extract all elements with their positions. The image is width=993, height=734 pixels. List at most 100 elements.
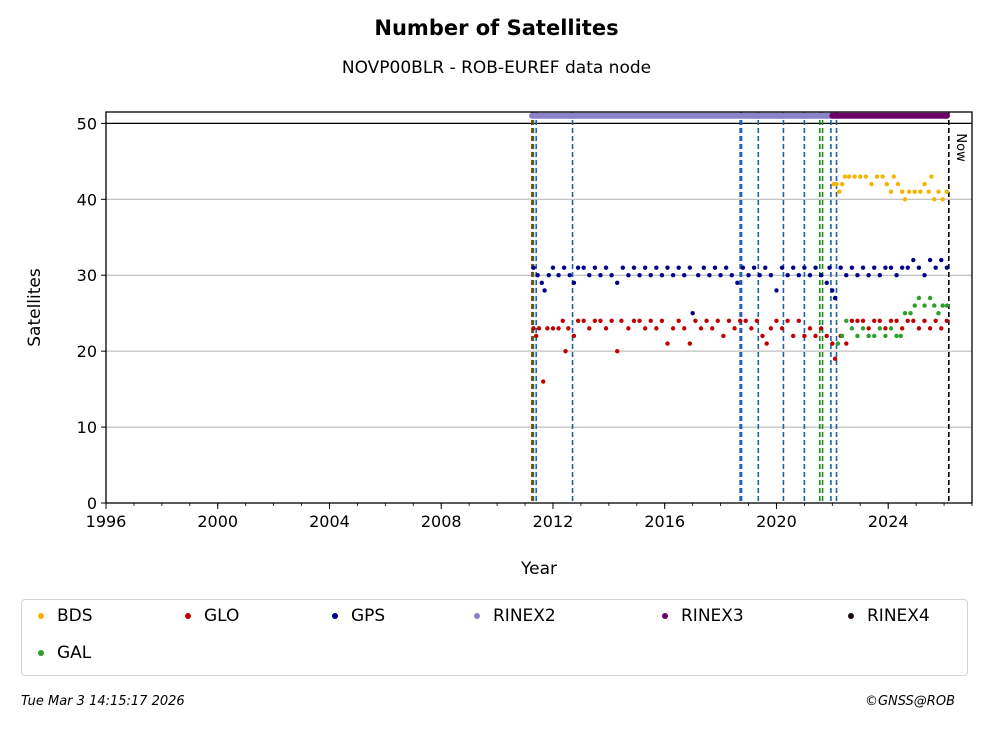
point-gps (676, 265, 681, 270)
legend-label: BDS (57, 606, 93, 626)
point-gps (939, 257, 944, 263)
point-gps (807, 273, 813, 278)
point-gps (866, 273, 871, 278)
point-bds (846, 174, 852, 179)
footer-timestamp: Tue Mar 3 14:15:17 2026 (21, 694, 185, 709)
legend-label: GPS (351, 606, 386, 626)
point-gps (567, 273, 572, 278)
point-gal (866, 333, 871, 339)
chart-title: Number of Satellites (374, 16, 619, 40)
point-glo (575, 318, 581, 323)
point-gps (927, 257, 933, 263)
point-gps (701, 265, 707, 270)
point-glo (659, 318, 665, 323)
y-tick-label: 10 (77, 418, 97, 437)
point-glo (654, 326, 659, 331)
point-glo (615, 348, 620, 354)
point-gps (933, 265, 938, 270)
point-glo (905, 318, 910, 323)
point-glo (832, 356, 838, 361)
point-gal (872, 333, 877, 339)
point-gal (860, 326, 866, 331)
point-gps (774, 288, 779, 293)
legend-item-glo: GLO (185, 606, 239, 626)
point-gps (542, 288, 547, 293)
point-bds (906, 189, 912, 194)
point-gal (849, 326, 855, 331)
point-gps (791, 265, 796, 270)
point-gal (944, 303, 950, 308)
point-glo (916, 326, 922, 331)
point-gps (535, 273, 540, 278)
point-gps (531, 265, 536, 270)
point-glo (676, 318, 681, 323)
legend-marker (848, 613, 854, 619)
point-glo (877, 318, 883, 323)
point-glo (830, 341, 835, 346)
point-glo (704, 318, 709, 323)
point-glo (587, 326, 592, 331)
point-gps (827, 265, 832, 270)
point-gps (888, 265, 894, 270)
point-glo (764, 341, 769, 346)
point-bds (891, 174, 896, 179)
point-glo (899, 326, 905, 331)
point-gps (654, 265, 659, 270)
point-bds (902, 197, 908, 202)
point-glo (894, 318, 899, 323)
point-bds (858, 174, 863, 179)
x-axis-label: Year (520, 559, 557, 579)
y-axis-label: Satellites (25, 268, 45, 347)
point-gps (603, 265, 609, 270)
point-gps (768, 273, 774, 278)
point-glo (550, 326, 556, 331)
point-glo (665, 341, 670, 346)
point-gps (592, 265, 598, 270)
point-glo (571, 333, 577, 339)
point-glo (721, 333, 726, 339)
point-gal (883, 333, 888, 339)
point-glo (807, 326, 813, 331)
point-glo (791, 333, 796, 339)
point-glo (603, 326, 609, 331)
point-bds (888, 189, 894, 194)
x-tick-label: 2008 (421, 512, 462, 531)
point-bds (912, 189, 917, 194)
point-gps (598, 273, 603, 278)
point-gal (839, 333, 845, 339)
point-glo (637, 318, 642, 323)
point-gps (824, 280, 829, 286)
x-tick-label: 2024 (868, 512, 909, 531)
point-glo (631, 318, 637, 323)
point-gps (729, 273, 734, 278)
point-gps (735, 280, 740, 286)
point-gps (830, 288, 835, 293)
point-gps (894, 273, 899, 278)
point-gal (902, 310, 908, 316)
point-bds (926, 189, 931, 194)
point-gal (898, 333, 903, 339)
point-gps (877, 273, 883, 278)
point-gps (818, 273, 824, 278)
point-glo (802, 333, 807, 339)
point-gps (587, 273, 592, 278)
point-gal (844, 318, 849, 323)
point-gps (581, 265, 586, 270)
x-tick-label: 2020 (756, 512, 797, 531)
y-tick-label: 0 (87, 494, 97, 513)
point-gps (718, 273, 723, 278)
point-gps (626, 273, 631, 278)
point-gps (696, 273, 701, 278)
legend-marker (474, 613, 480, 619)
point-glo (933, 318, 938, 323)
point-glo (743, 318, 748, 323)
point-gal (877, 326, 883, 331)
point-gps (746, 273, 751, 278)
point-glo (732, 326, 737, 331)
point-gps (620, 265, 626, 270)
point-gal (888, 326, 894, 331)
point-gal (916, 295, 922, 301)
point-gps (609, 273, 614, 278)
legend-item-rinex2: RINEX2 (474, 606, 556, 626)
chart-subtitle: NOVP00BLR - ROB-EUREF data node (341, 58, 652, 78)
